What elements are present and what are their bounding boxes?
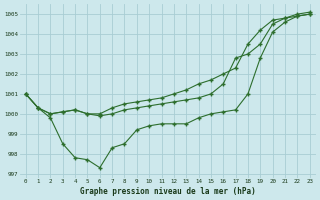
X-axis label: Graphe pression niveau de la mer (hPa): Graphe pression niveau de la mer (hPa) bbox=[80, 187, 256, 196]
